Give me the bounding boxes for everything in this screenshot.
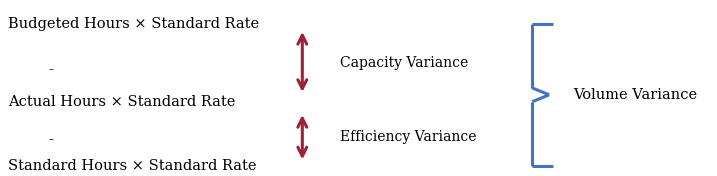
Text: Standard Hours × Standard Rate: Standard Hours × Standard Rate (8, 159, 257, 173)
Text: -: - (49, 64, 54, 78)
Text: -: - (49, 133, 54, 147)
Text: Efficiency Variance: Efficiency Variance (340, 130, 476, 144)
Text: Volume Variance: Volume Variance (573, 88, 697, 102)
Text: Capacity Variance: Capacity Variance (340, 56, 467, 70)
Text: Actual Hours × Standard Rate: Actual Hours × Standard Rate (8, 95, 235, 109)
Text: Budgeted Hours × Standard Rate: Budgeted Hours × Standard Rate (8, 17, 260, 31)
